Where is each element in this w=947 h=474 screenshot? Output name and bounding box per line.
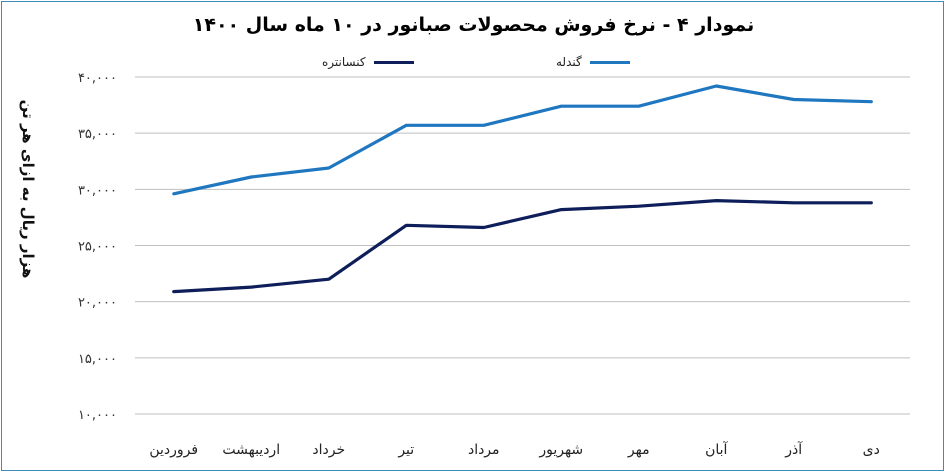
- x-tick-label-4: مرداد: [468, 442, 500, 458]
- y-tick-label-5: ۳۵,۰۰۰: [78, 127, 117, 142]
- x-tick-label-7: آبان: [705, 441, 728, 458]
- legend-swatch-concentrate: [373, 60, 414, 64]
- legend-label-pellet: گندله: [556, 55, 582, 69]
- legend-swatch-pellet: [589, 60, 630, 64]
- series-line-1: [172, 84, 873, 196]
- y-tick-label-3: ۲۵,۰۰۰: [78, 240, 117, 255]
- y-tick-label-2: ۲۰,۰۰۰: [78, 296, 117, 311]
- legend-item-pellet: گندله: [556, 54, 630, 70]
- series-line-0: [172, 199, 873, 294]
- legend-label-concentrate: کنسانتره: [322, 55, 366, 69]
- y-tick-label-1: ۱۵,۰۰۰: [78, 352, 117, 367]
- x-tick-label-6: مهر: [627, 442, 650, 458]
- y-tick-label-6: ۴۰,۰۰۰: [78, 71, 117, 86]
- x-tick-label-9: دی: [863, 442, 880, 458]
- y-tick-label-4: ۳۰,۰۰۰: [78, 183, 117, 198]
- x-tick-label-0: فروردین: [149, 442, 198, 458]
- legend-item-concentrate: کنسانتره: [322, 54, 414, 70]
- x-tick-label-8: آذر: [784, 441, 803, 458]
- y-tick-label-0: ۱۰,۰۰۰: [78, 408, 117, 423]
- x-tick-label-2: خرداد: [312, 442, 345, 458]
- x-tick-label-5: شهریور: [538, 442, 583, 458]
- x-tick-label-3: تیر: [397, 442, 414, 458]
- chart-title: نمودار ۴ - نرخ فروش محصولات صبانور در ۱۰…: [192, 14, 755, 36]
- x-tick-label-1: اردیبهشت: [222, 442, 280, 458]
